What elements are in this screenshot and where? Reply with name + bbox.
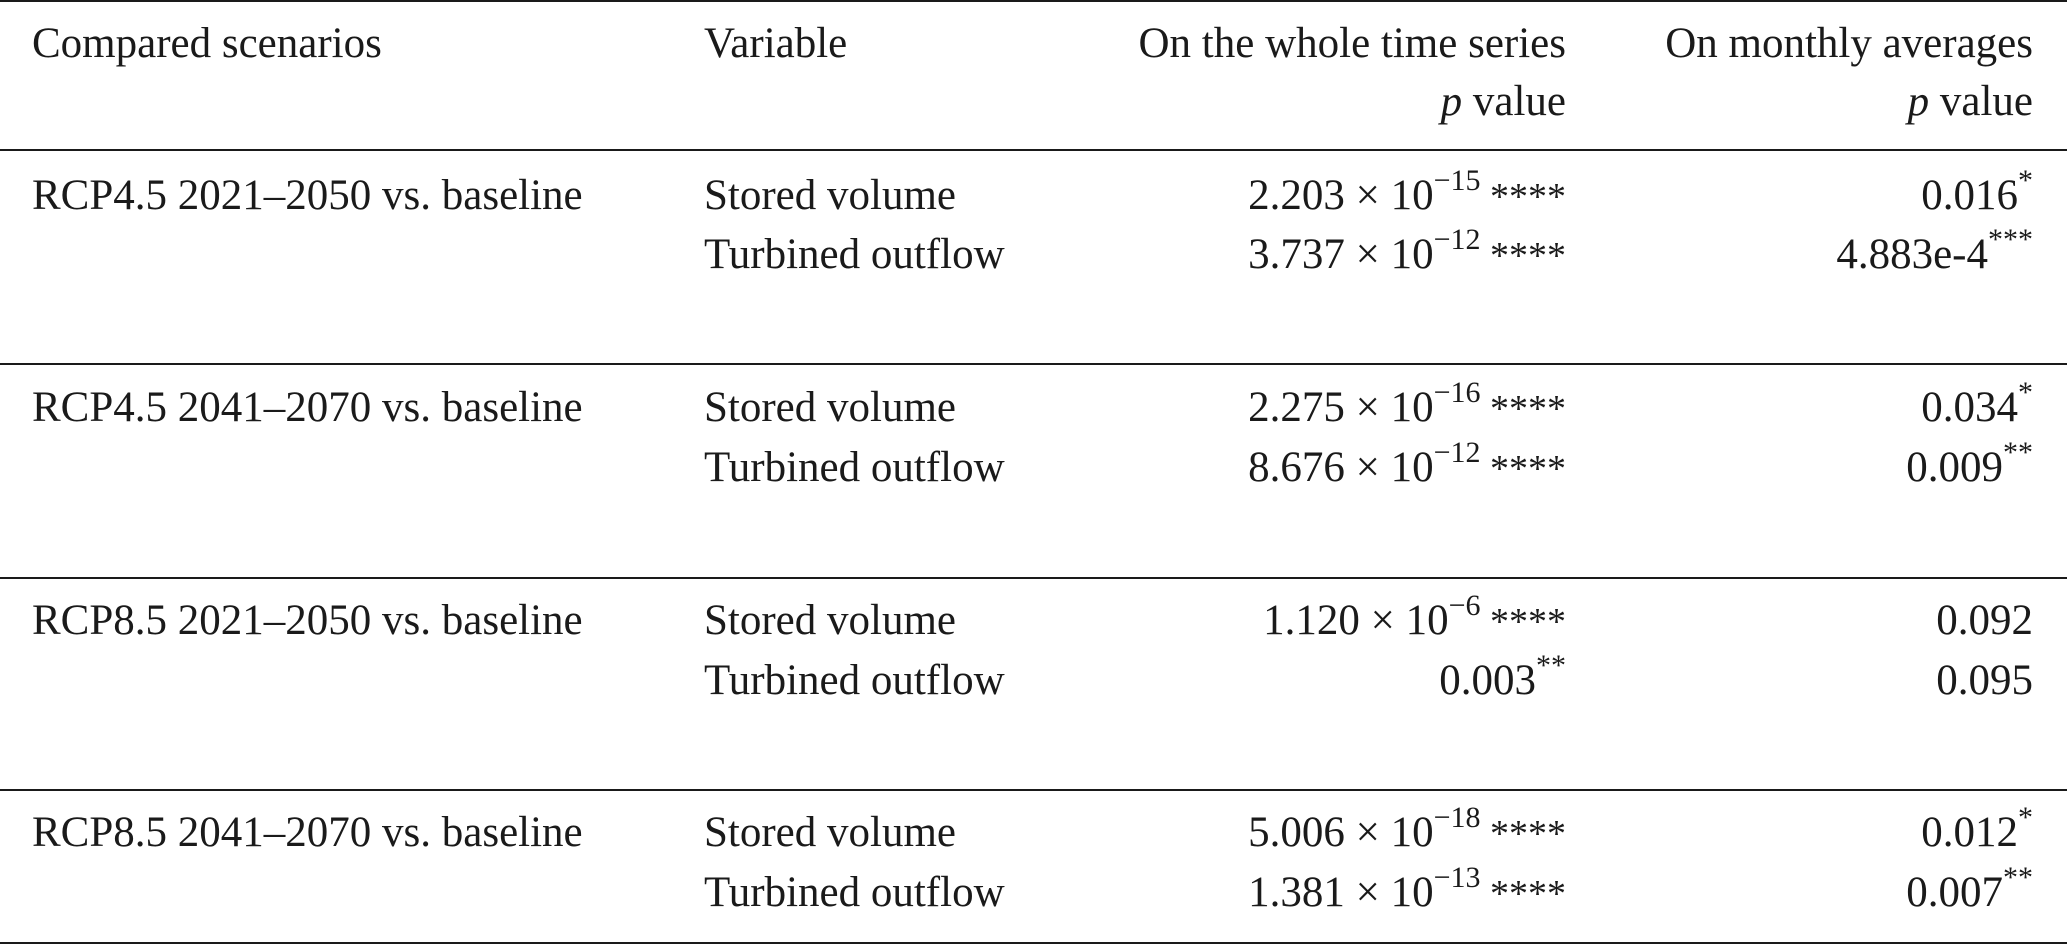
monthly-p-value: 0.012* [1921,800,2033,856]
monthly-p-value: 0.007** [1906,860,2033,916]
variable-label: Turbined outflow [704,231,1005,278]
scenario-label: RCP8.5 2041–2070 vs. baseline [32,809,583,856]
variable-label: Stored volume [704,809,956,856]
header-monthly-p-value: p value [1908,75,2033,129]
monthly-p-value: 0.095 [1936,657,2033,704]
monthly-p-value: 0.034* [1921,375,2033,431]
scenario-label: RCP4.5 2021–2050 vs. baseline [32,172,583,219]
variable-label: Turbined outflow [704,657,1005,704]
header-whole-series: On the whole time series [1138,20,1566,67]
group-rule-1 [0,363,2067,365]
variable-label: Turbined outflow [704,869,1005,916]
header-variable: Variable [704,20,848,67]
scenario-label: RCP4.5 2041–2070 vs. baseline [32,384,583,431]
whole-series-p-value: 1.120 × 10−6 **** [1263,588,1566,644]
monthly-p-value: 0.092 [1936,597,2033,644]
p-symbol: p [1440,78,1463,125]
group-rule-2 [0,577,2067,579]
variable-label: Stored volume [704,172,956,219]
scenario-label: RCP8.5 2021–2050 vs. baseline [32,597,583,644]
variable-label: Stored volume [704,597,956,644]
whole-series-p-value: 5.006 × 10−18 **** [1248,800,1566,856]
top-rule [0,0,2067,2]
whole-series-p-value: 2.203 × 10−15 **** [1248,163,1566,219]
header-rule [0,149,2067,151]
whole-series-p-value: 8.676 × 10−12 **** [1248,435,1566,491]
whole-series-p-value: 1.381 × 10−13 **** [1248,860,1566,916]
header-monthly-averages: On monthly averages [1665,20,2033,67]
variable-label: Stored volume [704,384,956,431]
p-symbol: p [1907,78,1930,125]
whole-series-p-value: 2.275 × 10−16 **** [1248,375,1566,431]
header-whole-series-p-value: p value [1441,75,1566,129]
variable-label: Turbined outflow [704,444,1005,491]
bottom-rule [0,942,2067,944]
whole-series-p-value: 3.737 × 10−12 **** [1248,222,1566,278]
p-word: value [1939,78,2033,125]
monthly-p-value: 0.016* [1921,163,2033,219]
header-compared-scenarios: Compared scenarios [32,20,382,67]
monthly-p-value: 0.009** [1906,435,2033,491]
group-rule-3 [0,789,2067,791]
monthly-p-value: 4.883e-4*** [1836,222,2033,278]
whole-series-p-value: 0.003** [1439,648,1566,704]
p-word: value [1472,78,1566,125]
